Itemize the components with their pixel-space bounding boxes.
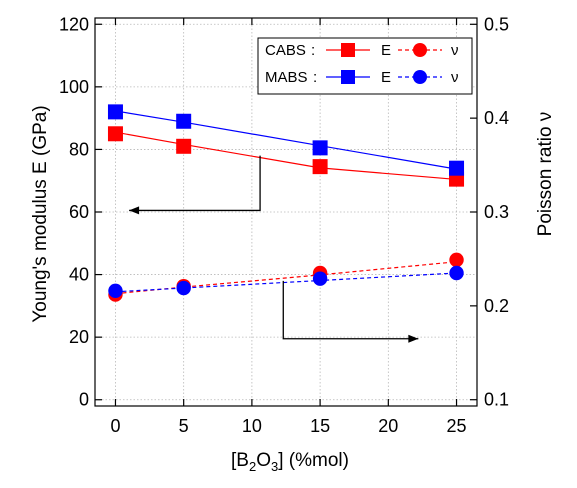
data-point-mabs-E [176, 113, 192, 129]
series-line-cabs-E [115, 131, 457, 181]
legend: CABS : E ν MABS : E ν [257, 37, 473, 95]
y2-axis-title: Poisson ratio ν [535, 112, 556, 237]
grid-lines [95, 18, 477, 406]
data-point-mabs-nu [312, 271, 328, 286]
arrow-head [129, 206, 140, 215]
legend-marker-cabs-nu [413, 43, 427, 57]
y-tick-label: 100 [59, 77, 89, 97]
data-point-cabs-nu [449, 252, 464, 268]
data-point-mabs-nu [449, 265, 464, 281]
legend-group-cabs: CABS [265, 42, 306, 59]
data-point-mabs-nu [176, 280, 191, 296]
x-tick-label: 10 [242, 416, 262, 436]
legend-group-mabs: MABS [265, 69, 308, 86]
axes [94, 17, 478, 407]
annotation-arrows [129, 155, 419, 343]
x-tick-label: 5 [179, 416, 189, 436]
x-tick-label: 15 [310, 416, 330, 436]
y2-tick-label: 0.5 [484, 14, 509, 34]
tick-labels: 0 5 10 15 20 25 0 20 40 60 80 100 120 0.1 0.2 0.3 0.4 0.5 [59, 14, 509, 436]
series-line-mabs-E [115, 110, 457, 170]
data-point-mabs-E [449, 160, 465, 176]
series-mabs-nu [108, 265, 464, 299]
x-axis-title: [B2O3] (%mol) [231, 450, 349, 474]
x-tick-label: 20 [378, 416, 398, 436]
legend-marker-cabs-E [341, 43, 355, 57]
series-layer [107, 104, 465, 302]
y-tick-label: 40 [69, 265, 89, 285]
arrow-head [408, 334, 419, 343]
legend-marker-mabs-nu [413, 70, 427, 84]
legend-colon: : [313, 69, 317, 86]
y2-tick-label: 0.4 [484, 108, 509, 128]
data-point-mabs-E [107, 104, 123, 120]
series-line-cabs-nu [115, 261, 457, 295]
data-point-mabs-nu [108, 283, 123, 299]
legend-marker-mabs-E [341, 70, 355, 84]
y-tick-label: 80 [69, 139, 89, 159]
y2-tick-label: 0.3 [484, 202, 509, 222]
data-point-mabs-E [312, 140, 328, 156]
arrow-line [282, 280, 419, 340]
y-tick-label: 120 [59, 14, 89, 34]
legend-label-cabs-E: E [381, 42, 391, 59]
annotation-arrow [282, 280, 419, 343]
x-tick-label: 0 [110, 416, 120, 436]
annotation-arrow [129, 155, 261, 215]
arrow-line [129, 155, 261, 212]
data-point-cabs-E [312, 159, 328, 175]
legend-label-mabs-nu: ν [451, 69, 459, 86]
data-point-cabs-E [107, 126, 123, 142]
y-tick-label: 20 [69, 327, 89, 347]
x-tick-label: 25 [447, 416, 467, 436]
y2-tick-label: 0.2 [484, 296, 509, 316]
y2-tick-label: 0.1 [484, 390, 509, 410]
legend-colon: : [311, 42, 315, 59]
legend-label-mabs-E: E [381, 69, 391, 86]
legend-box [257, 37, 473, 95]
series-mabs-E [107, 104, 465, 176]
series-cabs-E [107, 126, 465, 187]
y-tick-label: 0 [79, 390, 89, 410]
data-point-cabs-E [176, 138, 192, 154]
y-axis-title: Young's modulus E (GPa) [30, 105, 51, 322]
series-line-mabs-nu [115, 272, 457, 293]
legend-label-cabs-nu: ν [451, 42, 459, 59]
y-tick-label: 60 [69, 202, 89, 222]
series-cabs-nu [108, 252, 464, 302]
